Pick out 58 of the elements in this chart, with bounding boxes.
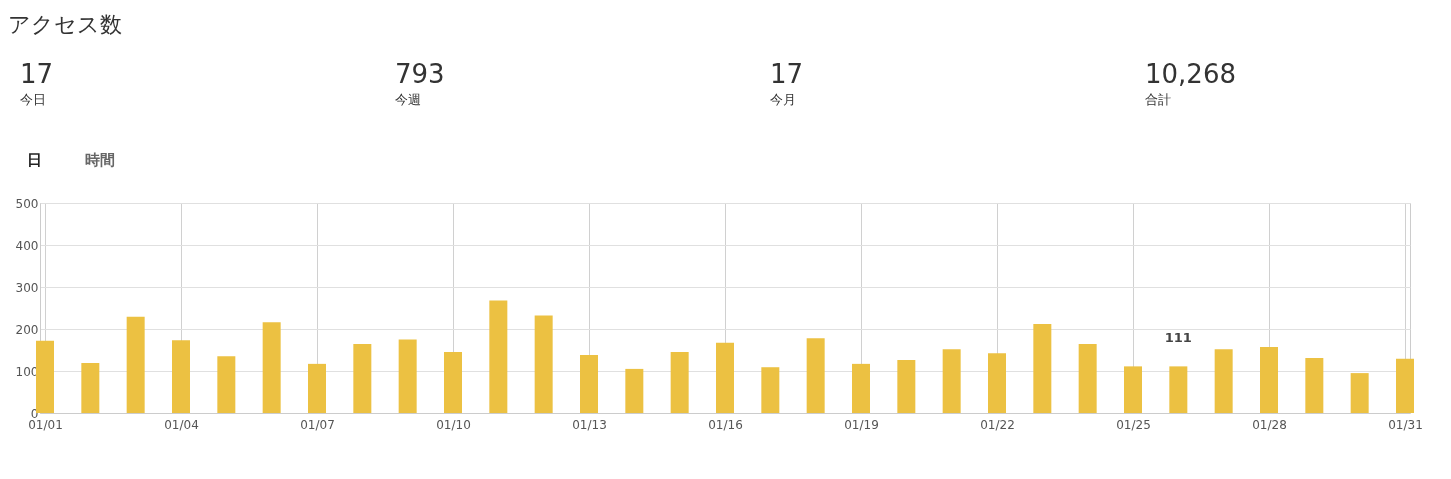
y-tick-label: 500 — [15, 196, 39, 211]
x-tick-label: 01/01 — [28, 417, 63, 432]
bar — [988, 353, 1006, 413]
bar — [262, 322, 281, 413]
text: アクセス数 — [8, 11, 122, 37]
x-tick-label: 01/22 — [980, 417, 1015, 432]
x-tick-label: 01/31 — [1388, 417, 1423, 432]
text: 17 — [770, 58, 804, 89]
text: 日 — [27, 150, 42, 169]
bar — [806, 338, 825, 413]
y-tick-label: 400 — [15, 238, 39, 253]
bar — [942, 349, 961, 413]
annotation: 111 — [1164, 330, 1192, 346]
bar — [761, 367, 780, 413]
text: 今週 — [395, 92, 421, 108]
bar — [217, 356, 236, 413]
bar — [172, 340, 190, 413]
y-tick-label: 300 — [15, 280, 39, 295]
x-tick-label: 01/28 — [1252, 417, 1287, 432]
text: 10,268 — [1145, 58, 1236, 89]
bar — [1260, 347, 1278, 413]
text: 今月 — [770, 92, 796, 108]
bar — [1350, 373, 1369, 413]
x-tick-label: 01/07 — [300, 417, 335, 432]
x-tick-label: 01/19 — [844, 417, 879, 432]
bar — [398, 339, 417, 413]
x-tick-label: 01/13 — [572, 417, 607, 432]
bar — [1124, 366, 1142, 413]
x-tick-label: 01/25 — [1116, 417, 1151, 432]
x-tick-label: 01/10 — [436, 417, 471, 432]
bar — [353, 344, 372, 413]
bar — [36, 340, 54, 413]
text: 17 — [20, 58, 54, 89]
bar — [534, 315, 553, 413]
bar — [126, 316, 145, 413]
bar — [81, 363, 100, 413]
bar — [897, 360, 916, 413]
bar — [580, 355, 598, 413]
bar — [308, 363, 326, 413]
x-tick-label: 01/04 — [164, 417, 199, 432]
bar — [489, 300, 508, 413]
bar — [1169, 366, 1188, 413]
text: 合計 — [1145, 92, 1171, 108]
bar — [444, 352, 462, 413]
bar — [625, 368, 644, 413]
bar — [1396, 358, 1414, 413]
bar — [1033, 323, 1052, 413]
bar — [1078, 344, 1097, 413]
x-tick-label: 01/16 — [708, 417, 743, 432]
bar — [670, 352, 689, 413]
text: 今日 — [20, 92, 46, 108]
text: 793 — [395, 58, 445, 89]
bar — [852, 363, 870, 413]
bar — [1305, 357, 1324, 413]
text: 時間 — [85, 150, 115, 169]
bar — [1214, 349, 1233, 413]
y-tick-label: 200 — [15, 322, 39, 337]
bar — [716, 342, 734, 413]
